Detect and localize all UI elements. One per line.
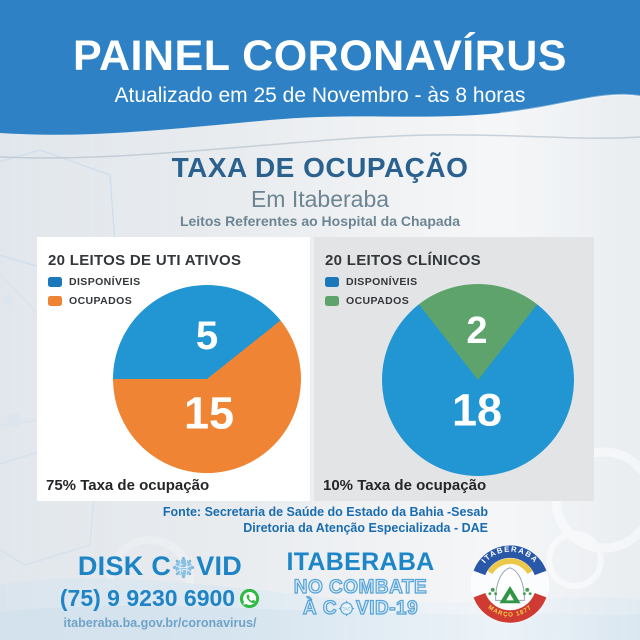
disk-covid-title: DISK C VID [40, 551, 280, 582]
clinic-pie-chart [382, 284, 574, 476]
uti-card-title: 20 LEITOS DE UTI ATIVOS [48, 252, 242, 269]
seal-mountain [495, 567, 525, 601]
campaign-title: ITABERABA [286, 548, 435, 576]
disk-covid-block: DISK C VID (75) [40, 551, 280, 630]
phone-row: (75) 9 9230 6900 [40, 585, 280, 612]
legend-label: OCUPADOS [69, 295, 133, 307]
section-subtitle: Em Itaberaba [250, 186, 390, 212]
phone-number: (75) 9 9230 6900 [59, 585, 236, 611]
uti-occupied-value: 15 [183, 387, 235, 439]
campaign-text: À C [302, 597, 338, 619]
legend-item: OCUPADOS [48, 295, 141, 307]
clinic-card-title: 20 LEITOS CLÍNICOS [325, 252, 481, 269]
uti-occupancy-caption: 75% Taxa de ocupação [46, 477, 210, 494]
section-note: Leitos Referentes ao Hospital da Chapada [179, 213, 461, 229]
legend-label: OCUPADOS [346, 295, 410, 307]
clinic-available-value: 18 [451, 384, 503, 436]
disk-covid-text: VID [196, 551, 243, 581]
legend-label: DISPONÍVEIS [69, 276, 141, 288]
campaign-text: VID-19 [355, 597, 419, 619]
site-url[interactable]: itaberaba.ba.gov.br/coronavirus/ [63, 616, 257, 630]
legend-item: DISPONÍVEIS [48, 276, 141, 288]
uti-pie-chart [113, 285, 301, 473]
campaign-line-2: NO COMBATE [293, 576, 428, 598]
page-title: PAINEL CORONAVÍRUS [73, 32, 567, 80]
whatsapp-icon [239, 588, 260, 609]
campaign-line-3: À C VID-19 [278, 597, 443, 619]
legend-swatch-available [325, 277, 339, 287]
disk-covid-text: DISK C [77, 551, 172, 581]
seal-sprigs [488, 587, 532, 596]
legend-swatch-available [48, 277, 62, 287]
legend-swatch-occupied [325, 296, 339, 306]
clinic-occupancy-caption: 10% Taxa de ocupação [323, 477, 487, 494]
campaign-block: ITABERABA NO COMBATE À C VID-19 [278, 548, 443, 620]
itaberaba-seal: ITABERABA MARÇO 1877 [470, 545, 550, 624]
uti-available-value: 5 [195, 314, 219, 358]
source-line-2: Diretoria da Atenção Especializada - DAE [243, 520, 488, 535]
virus-outline-icon [338, 600, 355, 617]
source-line-1: Fonte: Secretaria de Saúde do Estado da … [162, 505, 488, 519]
bottom-wave-decoration [0, 578, 640, 640]
clinic-legend: DISPONÍVEIS OCUPADOS [325, 276, 418, 314]
legend-item: OCUPADOS [325, 295, 418, 307]
uti-legend: DISPONÍVEIS OCUPADOS [48, 276, 141, 314]
virus-icon [173, 556, 195, 579]
section-title: TAXA DE OCUPAÇÃO [171, 152, 469, 183]
seal-sun-arc [487, 558, 533, 575]
legend-label: DISPONÍVEIS [346, 276, 418, 288]
legend-swatch-occupied [48, 296, 62, 306]
updated-at-label: Atualizado em 25 de Novembro - às 8 hora… [114, 84, 526, 107]
source-note: Fonte: Secretaria de Saúde do Estado da … [163, 505, 488, 536]
legend-item: DISPONÍVEIS [325, 276, 418, 288]
clinic-occupied-value: 2 [466, 310, 488, 352]
